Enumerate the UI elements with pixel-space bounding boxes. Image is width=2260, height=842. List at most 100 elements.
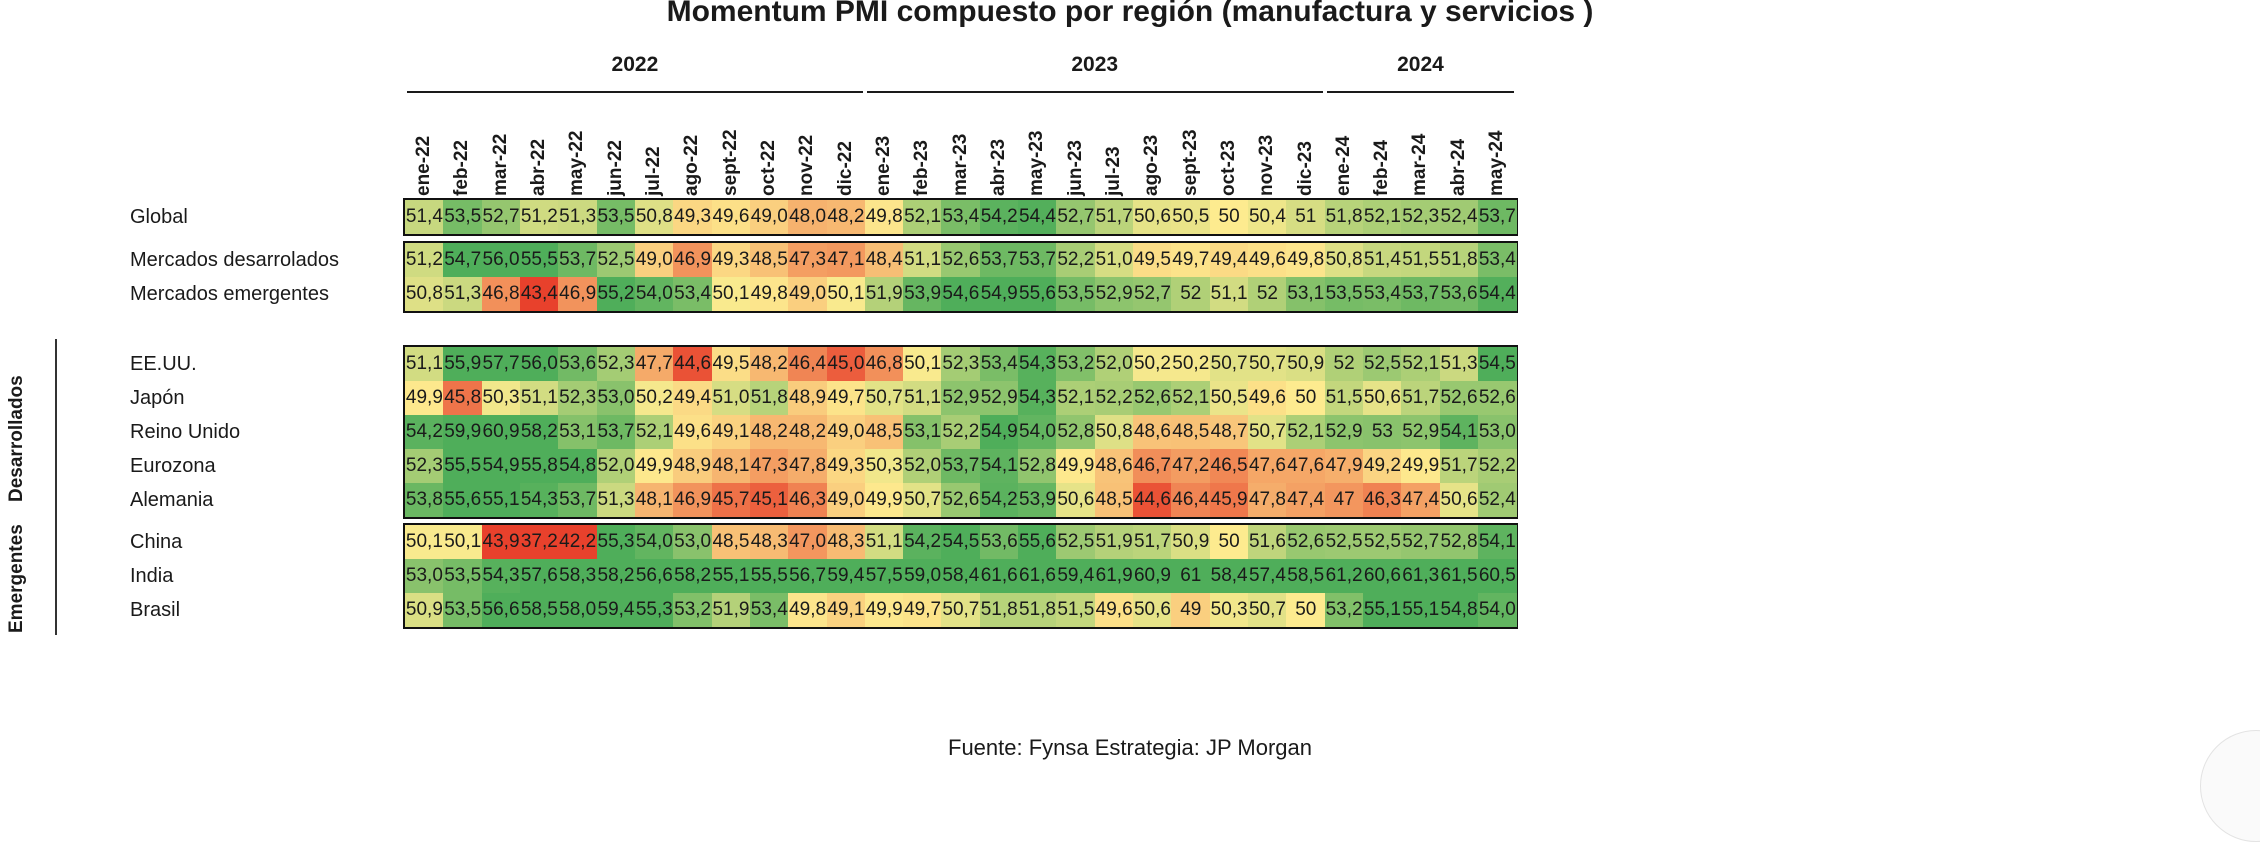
heatmap-cell: 54,9 — [481, 449, 521, 483]
heatmap-cell: 54,8 — [558, 449, 598, 483]
year-label: 2022 — [611, 53, 659, 76]
heatmap-cell: 51,7 — [1133, 525, 1172, 559]
heatmap-cell: 54,1 — [979, 449, 1019, 483]
heatmap-cell: 50,1 — [826, 277, 866, 311]
column-label: dic-23 — [1294, 141, 1316, 196]
heatmap-cell: 56,7 — [788, 559, 827, 593]
heatmap-cell: 51,5 — [1056, 593, 1096, 627]
heatmap-cell: 52,6 — [1133, 381, 1172, 415]
year-underline — [407, 91, 863, 93]
heatmap-cell: 49,5 — [1133, 243, 1172, 277]
heatmap-cell: 52,7 — [481, 200, 521, 234]
heatmap-cell: 53,1 — [1286, 277, 1326, 311]
heatmap-cell: 53,7 — [1401, 277, 1441, 311]
heatmap-cell: 58,5 — [519, 593, 559, 627]
heatmap-cell: 54,0 — [634, 277, 674, 311]
heatmap-cell: 51,8 — [1439, 243, 1479, 277]
heatmap-cell: 49,4 — [673, 381, 713, 415]
heatmap-cell: 55,9 — [443, 347, 483, 381]
heatmap-cell: 52,3 — [941, 347, 981, 381]
heatmap-cell: 49,6 — [1094, 593, 1134, 627]
heatmap-cell: 54,3 — [519, 483, 559, 517]
column-label: jun-22 — [604, 140, 626, 196]
heatmap-cell: 53,7 — [558, 243, 598, 277]
heatmap-cell: 49,8 — [864, 200, 904, 234]
heatmap-cell: 52,7 — [1401, 525, 1441, 559]
year-underline — [866, 91, 1323, 93]
heatmap-cell: 52,5 — [596, 243, 636, 277]
heatmap-cell: 50,4 — [1248, 200, 1287, 234]
heatmap-cell: 54,3 — [1018, 381, 1057, 415]
heatmap-cell: 52 — [1324, 347, 1364, 381]
column-label: sept-22 — [719, 129, 741, 196]
heatmap-cell: 52,1 — [1171, 381, 1211, 415]
heatmap-cell: 53,7 — [1018, 243, 1057, 277]
heatmap-cell: 47,9 — [1324, 449, 1364, 483]
heatmap-cell: 51,3 — [443, 277, 483, 311]
heatmap-cell: 46,4 — [1171, 483, 1211, 517]
row-label: Eurozona — [130, 455, 216, 477]
source-note: Fuente: Fynsa Estrategia: JP Morgan — [948, 735, 1312, 760]
column-label: ene-23 — [873, 135, 894, 196]
column-label: may-24 — [1486, 130, 1508, 197]
heatmap-cell: 58,4 — [941, 559, 981, 593]
heatmap-cell: 52 — [1248, 277, 1287, 311]
heatmap-cell: 50,7 — [1248, 593, 1287, 627]
heatmap-cell: 51,6 — [1248, 525, 1287, 559]
heatmap-cell: 51,8 — [979, 593, 1019, 627]
heatmap-cell: 55,1 — [711, 559, 751, 593]
heatmap-cell: 51,7 — [1401, 381, 1441, 415]
heatmap-cell: 52,2 — [1056, 243, 1096, 277]
year-label: 2024 — [1397, 53, 1444, 76]
heatmap-cell: 50,7 — [1209, 347, 1249, 381]
column-label: may-22 — [566, 130, 588, 197]
heatmap-cell: 47,2 — [1171, 449, 1211, 483]
heatmap-cell: 53,2 — [1324, 593, 1364, 627]
heatmap-cell: 55,1 — [481, 483, 521, 517]
heatmap-cell: 55,8 — [519, 449, 559, 483]
chart-title: Momentum PMI compuesto por región (manuf… — [666, 0, 1594, 28]
group-side-line — [55, 517, 57, 635]
heatmap-cell: 55,5 — [519, 243, 559, 277]
heatmap-cell: 49,1 — [826, 593, 866, 627]
heatmap-cell: 48,9 — [673, 449, 713, 483]
heatmap-cell: 48,4 — [864, 243, 904, 277]
heatmap-cell: 51 — [1286, 200, 1326, 234]
heatmap-cell: 50,6 — [1133, 593, 1172, 627]
heatmap-cell: 55,6 — [1018, 277, 1057, 311]
heatmap-cell: 48,1 — [634, 483, 674, 517]
heatmap-cell: 54,4 — [1477, 277, 1517, 311]
row-label: Mercados desarrolados — [130, 249, 339, 271]
heatmap-cell: 48,7 — [1209, 415, 1249, 449]
heatmap-cell: 50,1 — [405, 525, 444, 559]
heatmap-cell: 54,2 — [405, 415, 444, 449]
heatmap-cell: 53,2 — [673, 593, 713, 627]
heatmap-cell: 57,6 — [519, 559, 559, 593]
heatmap-cell: 53,2 — [1056, 347, 1096, 381]
column-label: oct-23 — [1217, 140, 1239, 196]
heatmap-cell: 48,5 — [1094, 483, 1134, 517]
heatmap-cell: 57,4 — [1248, 559, 1287, 593]
heatmap-cell: 51,4 — [405, 200, 444, 234]
heatmap-cell: 51,3 — [596, 483, 636, 517]
heatmap-cell: 50 — [1209, 525, 1249, 559]
heatmap-cell: 51,3 — [558, 200, 598, 234]
heatmap-cell: 52,8 — [1018, 449, 1057, 483]
heatmap-cell: 54,3 — [481, 559, 521, 593]
heatmap-cell: 47,6 — [1286, 449, 1326, 483]
heatmap-cell: 53,4 — [979, 347, 1019, 381]
heatmap-cell: 59,0 — [903, 559, 942, 593]
heatmap-cell: 51,5 — [1324, 381, 1364, 415]
heatmap-cell: 53,7 — [558, 483, 598, 517]
heatmap-cell: 51,1 — [903, 243, 942, 277]
heatmap-cell: 53 — [1363, 415, 1402, 449]
heatmap-cell: 53,7 — [979, 243, 1019, 277]
heatmap-cell: 52,6 — [941, 243, 981, 277]
heatmap-cell: 52,3 — [558, 381, 598, 415]
heatmap-cell: 61,3 — [1401, 559, 1441, 593]
column-label: abr-24 — [1447, 138, 1469, 196]
heatmap-cell: 53,8 — [405, 483, 444, 517]
heatmap-cell: 58,5 — [1286, 559, 1326, 593]
heatmap-cell: 51,8 — [1324, 200, 1364, 234]
heatmap-cell: 50 — [1209, 200, 1249, 234]
